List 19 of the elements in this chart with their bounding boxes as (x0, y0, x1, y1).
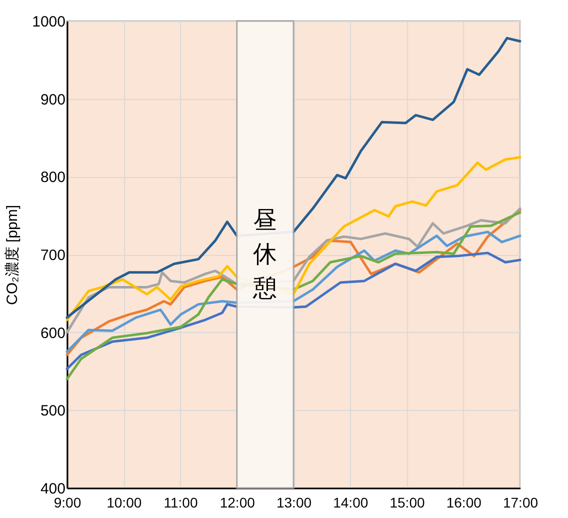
x-tick-label: 17:00 (502, 494, 538, 510)
y-tick-label: 700 (40, 247, 66, 264)
y-tick-label: 800 (40, 169, 66, 186)
x-tick-label: 10:00 (106, 494, 142, 510)
y-tick-label: 600 (40, 324, 66, 342)
x-tick-label: 11:00 (164, 494, 198, 510)
line-series (66, 36, 522, 319)
x-tick-label: 14:00 (333, 494, 368, 510)
x-tick-label: 12:00 (220, 494, 256, 510)
y-tick-label: 500 (40, 402, 66, 420)
x-tick-label: 16:00 (446, 494, 482, 510)
y-tick-label: 1000 (32, 14, 66, 30)
y-axis-title: CO₂濃度 [ppm] (4, 204, 22, 306)
y-tick-label: 400 (40, 480, 66, 498)
x-tick-label: 15:00 (390, 494, 425, 510)
x-tick-label: 13:00 (276, 494, 312, 510)
x-tick-label: 9:00 (54, 494, 82, 510)
y-tick-label: 900 (40, 91, 66, 108)
band-label: 昼休憩 (252, 207, 278, 302)
